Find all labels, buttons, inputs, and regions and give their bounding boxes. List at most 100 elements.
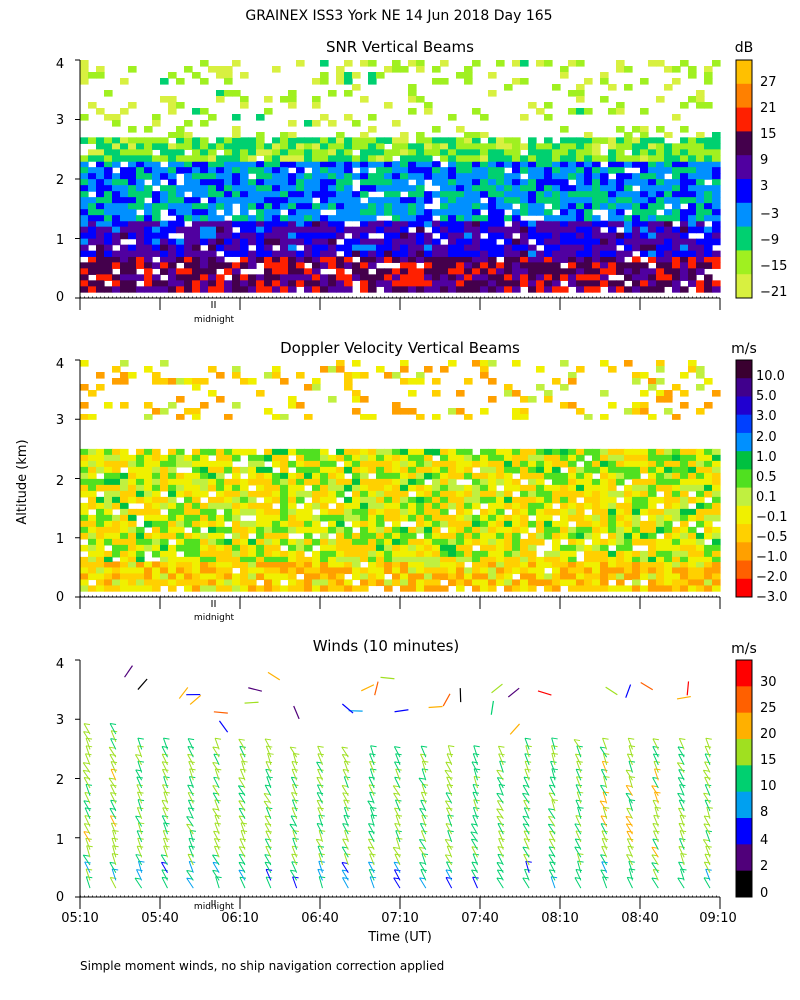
doppler-heatmap-cell xyxy=(456,490,465,498)
wind-barb xyxy=(109,808,117,820)
wind-barb xyxy=(213,846,220,858)
snr-heatmap-cell xyxy=(208,66,217,73)
doppler-heatmap-cell xyxy=(512,502,521,510)
doppler-heatmap-cell xyxy=(176,561,185,569)
doppler-heatmap-cell xyxy=(88,532,97,540)
doppler-heatmap-cell xyxy=(136,573,145,581)
snr-heatmap-cell xyxy=(144,209,153,216)
doppler-heatmap-cell xyxy=(496,514,505,522)
wind-barb-flag xyxy=(368,784,376,787)
snr-heatmap-cell xyxy=(424,250,433,257)
doppler-heatmap-cell xyxy=(392,372,401,379)
snr-heatmap-cell xyxy=(152,215,161,222)
doppler-heatmap-cell xyxy=(328,550,337,558)
snr-heatmap-cell xyxy=(176,161,185,168)
doppler-heatmap-cell xyxy=(320,472,329,480)
doppler-heatmap-cell xyxy=(456,538,465,546)
doppler-heatmap-cell xyxy=(712,585,721,592)
doppler-heatmap-cell xyxy=(224,484,233,492)
snr-heatmap-cell xyxy=(528,197,537,204)
snr-heatmap-cell xyxy=(504,250,513,257)
wind-barb-flag xyxy=(162,753,169,756)
snr-heatmap-cell xyxy=(544,161,553,168)
snr-heatmap-cell xyxy=(232,167,241,174)
doppler-heatmap-cell xyxy=(344,496,353,504)
snr-heatmap-cell xyxy=(320,244,329,252)
snr-heatmap-cell xyxy=(328,238,337,246)
doppler-heatmap-cell xyxy=(520,520,529,528)
doppler-heatmap-cell xyxy=(240,484,249,492)
snr-heatmap-cell xyxy=(200,108,209,115)
wind-barb-flag xyxy=(240,753,247,756)
doppler-heatmap-cell xyxy=(480,454,489,462)
doppler-heatmap-cell xyxy=(224,490,233,498)
doppler-heatmap-cell xyxy=(456,448,465,456)
doppler-heatmap-cell xyxy=(208,561,217,569)
doppler-heatmap-cell xyxy=(344,466,353,474)
doppler-heatmap-cell xyxy=(576,366,585,373)
wind-barb-flag xyxy=(370,768,377,771)
doppler-heatmap-cell xyxy=(304,460,313,468)
doppler-heatmap-cell xyxy=(192,472,201,480)
doppler-heatmap-cell xyxy=(368,478,377,486)
doppler-heatmap-cell xyxy=(344,372,353,379)
wind-barb xyxy=(316,792,323,804)
doppler-heatmap-cell xyxy=(704,454,713,462)
snr-heatmap-cell xyxy=(272,268,281,275)
snr-heatmap-cell xyxy=(224,167,233,174)
doppler-heatmap-cell xyxy=(360,514,369,522)
snr-heatmap-cell xyxy=(344,161,353,168)
doppler-heatmap-cell xyxy=(592,567,601,575)
snr-heatmap-cell xyxy=(680,238,689,246)
doppler-heatmap-cell xyxy=(184,490,193,498)
snr-heatmap-cell xyxy=(432,250,441,257)
doppler-heatmap-cell xyxy=(240,550,249,558)
snr-heatmap-cell xyxy=(688,215,697,222)
doppler-heatmap-cell xyxy=(376,502,385,510)
doppler-heatmap-cell xyxy=(192,508,201,516)
snr-heatmap-cell xyxy=(224,286,233,293)
wind-barb xyxy=(110,784,117,796)
snr-heatmap-cell xyxy=(696,132,705,138)
doppler-heatmap-cell xyxy=(640,460,649,468)
wind-barb-flag xyxy=(290,869,297,872)
doppler-heatmap-cell xyxy=(176,532,185,540)
snr-heatmap-cell xyxy=(352,238,361,246)
wind-barb xyxy=(602,876,608,889)
doppler-heatmap-cell xyxy=(88,414,97,420)
snr-heatmap-cell xyxy=(640,179,649,186)
wind-barb xyxy=(291,853,298,866)
snr-heatmap-cell xyxy=(496,215,505,222)
doppler-heatmap-cell xyxy=(696,532,705,540)
doppler-heatmap-cell xyxy=(472,585,481,592)
doppler-heatmap-cell xyxy=(80,472,89,480)
snr-heatmap-cell xyxy=(208,143,217,150)
snr-heatmap-cell xyxy=(304,256,313,263)
snr-heatmap-cell xyxy=(104,161,113,168)
snr-heatmap-cell xyxy=(208,185,217,192)
snr-heatmap-cell xyxy=(112,209,121,216)
doppler-heatmap-cell xyxy=(136,496,145,504)
snr-heatmap-cell xyxy=(664,179,673,186)
doppler-heatmap-cell xyxy=(544,466,553,474)
doppler-heatmap-cell xyxy=(128,514,137,522)
doppler-heatmap-cell xyxy=(208,514,217,522)
snr-heatmap-cell xyxy=(440,226,449,234)
doppler-heatmap-cell xyxy=(320,573,329,581)
doppler-heatmap-cell xyxy=(376,484,385,492)
doppler-heatmap-cell xyxy=(152,372,161,379)
snr-heatmap-cell xyxy=(376,268,385,275)
snr-heatmap-cell xyxy=(288,197,297,204)
doppler-heatmap-cell xyxy=(560,579,569,587)
doppler-heatmap-cell xyxy=(184,378,193,385)
doppler-heatmap-cell xyxy=(360,573,369,581)
snr-heatmap-cell xyxy=(488,143,497,150)
wind-barb-flag xyxy=(112,829,119,832)
snr-heatmap-cell xyxy=(672,78,681,85)
snr-heatmap-cell xyxy=(192,167,201,174)
snr-heatmap-cell xyxy=(192,179,201,186)
doppler-heatmap-cell xyxy=(136,484,145,492)
snr-heatmap-cell xyxy=(264,226,273,234)
snr-heatmap-cell xyxy=(576,108,585,115)
doppler-heatmap-cell xyxy=(600,490,609,498)
